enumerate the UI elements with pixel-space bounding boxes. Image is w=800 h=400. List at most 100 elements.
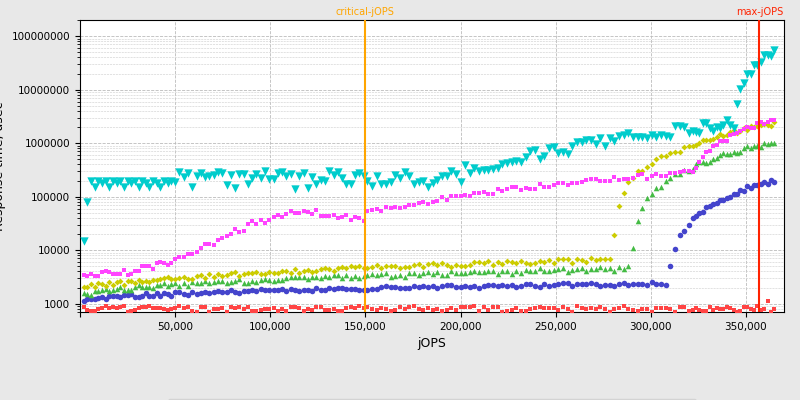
90-th percentile bbox=[580, 268, 593, 274]
99-th percentile bbox=[748, 125, 761, 131]
90-th percentile bbox=[302, 276, 314, 282]
median bbox=[178, 291, 190, 298]
99-th percentile bbox=[182, 251, 194, 257]
max bbox=[622, 130, 634, 136]
99-th percentile bbox=[129, 267, 142, 274]
90-th percentile bbox=[121, 287, 134, 293]
90-th percentile bbox=[669, 171, 682, 177]
95-th percentile bbox=[398, 264, 411, 270]
95-th percentile bbox=[706, 136, 719, 142]
median bbox=[519, 281, 532, 287]
99-th percentile bbox=[267, 214, 280, 220]
95-th percentile bbox=[370, 262, 383, 268]
median bbox=[314, 287, 327, 293]
median bbox=[693, 210, 706, 216]
median bbox=[524, 281, 537, 287]
90-th percentile bbox=[529, 268, 542, 274]
max bbox=[103, 184, 116, 190]
90-th percentile bbox=[650, 184, 662, 191]
90-th percentile bbox=[608, 268, 621, 274]
median bbox=[673, 232, 686, 239]
min bbox=[730, 308, 743, 315]
max bbox=[136, 177, 149, 184]
min bbox=[594, 303, 606, 310]
max bbox=[768, 46, 781, 53]
max bbox=[496, 161, 509, 167]
median bbox=[608, 283, 621, 289]
min bbox=[562, 306, 574, 312]
median bbox=[103, 292, 116, 299]
90-th percentile bbox=[293, 274, 306, 280]
95-th percentile bbox=[136, 279, 149, 286]
max bbox=[693, 130, 706, 136]
95-th percentile bbox=[92, 280, 105, 286]
min bbox=[714, 306, 726, 312]
min bbox=[143, 303, 156, 310]
min bbox=[118, 303, 130, 310]
median bbox=[357, 287, 370, 293]
90-th percentile bbox=[510, 267, 523, 274]
90-th percentile bbox=[331, 272, 344, 278]
99-th percentile bbox=[458, 191, 471, 198]
99-th percentile bbox=[741, 124, 754, 130]
99-th percentile bbox=[603, 178, 616, 184]
90-th percentile bbox=[389, 273, 402, 280]
90-th percentile bbox=[664, 175, 677, 182]
Legend: min, median, 90-th percentile, 95-th percentile, 99-th percentile, max: min, median, 90-th percentile, 95-th per… bbox=[168, 399, 696, 400]
95-th percentile bbox=[379, 263, 392, 270]
95-th percentile bbox=[417, 264, 430, 270]
max bbox=[482, 167, 495, 174]
90-th percentile bbox=[125, 286, 138, 293]
90-th percentile bbox=[258, 276, 271, 283]
95-th percentile bbox=[594, 256, 606, 262]
90-th percentile bbox=[143, 284, 156, 290]
90-th percentile bbox=[220, 280, 233, 287]
max bbox=[700, 120, 713, 126]
90-th percentile bbox=[626, 245, 639, 252]
min bbox=[384, 307, 397, 314]
max bbox=[207, 172, 220, 178]
median bbox=[78, 298, 90, 304]
90-th percentile bbox=[566, 267, 578, 273]
90-th percentile bbox=[158, 280, 170, 287]
99-th percentile bbox=[478, 189, 490, 195]
95-th percentile bbox=[118, 282, 130, 288]
95-th percentile bbox=[344, 263, 357, 270]
95-th percentile bbox=[659, 153, 672, 160]
median bbox=[631, 281, 644, 287]
99-th percentile bbox=[468, 190, 481, 196]
max bbox=[118, 184, 130, 190]
min bbox=[547, 304, 560, 311]
99-th percentile bbox=[454, 193, 467, 199]
90-th percentile bbox=[768, 140, 781, 146]
95-th percentile bbox=[650, 155, 662, 162]
99-th percentile bbox=[738, 126, 750, 132]
max bbox=[486, 166, 499, 172]
min bbox=[463, 304, 476, 310]
99-th percentile bbox=[336, 214, 349, 220]
99-th percentile bbox=[762, 118, 774, 125]
90-th percentile bbox=[85, 291, 98, 298]
95-th percentile bbox=[220, 272, 233, 278]
99-th percentile bbox=[162, 261, 174, 268]
90-th percentile bbox=[686, 166, 699, 172]
min bbox=[417, 307, 430, 314]
median bbox=[724, 194, 737, 200]
90-th percentile bbox=[693, 159, 706, 165]
max bbox=[344, 181, 357, 188]
min bbox=[85, 308, 98, 314]
90-th percentile bbox=[165, 281, 178, 287]
median bbox=[150, 290, 163, 296]
median bbox=[162, 291, 174, 297]
95-th percentile bbox=[552, 256, 565, 262]
99-th percentile bbox=[361, 207, 374, 214]
90-th percentile bbox=[106, 287, 119, 293]
95-th percentile bbox=[598, 256, 611, 262]
99-th percentile bbox=[426, 198, 439, 205]
95-th percentile bbox=[349, 264, 362, 270]
median bbox=[654, 280, 667, 287]
max bbox=[603, 135, 616, 141]
min bbox=[306, 306, 318, 313]
max bbox=[758, 52, 770, 58]
median bbox=[547, 282, 560, 288]
